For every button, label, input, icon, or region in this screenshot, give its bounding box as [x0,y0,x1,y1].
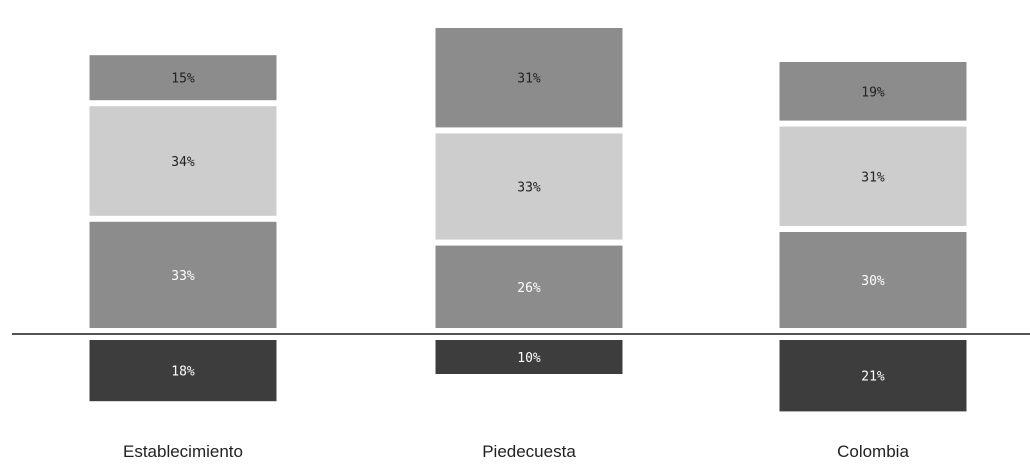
bar-segment [89,340,277,402]
bar-data-label: 30% [861,274,885,289]
bar-segment [89,221,277,328]
category-labels: Establecimiento Piedecuesta Colombia [123,442,909,461]
bar-data-label: 21% [861,370,885,385]
bar-segment [779,232,967,328]
bar-data-label: 34% [171,155,195,170]
category-label: Piedecuesta [482,442,576,461]
bar-segment [779,340,967,412]
bar-segment [89,106,277,216]
bars-layer: 18% 33% 34% 15% 10% 26% 33% 31% 21% 30% 31% 19% [89,28,967,412]
bar-segment [435,28,623,128]
bar-segment [779,126,967,226]
bar-data-label: 31% [861,170,885,185]
bar-data-label: 15% [171,72,195,87]
category-label: Colombia [837,442,909,461]
bar-data-label: 26% [517,281,541,296]
bar-data-label: 31% [517,72,541,87]
bar-segment [435,133,623,240]
bar-segment [435,340,623,374]
bar-data-label: 33% [171,269,195,284]
bar-data-label: 33% [517,181,541,196]
bar-data-label: 10% [517,351,541,366]
bar-data-label: 19% [861,85,885,100]
category-label: Establecimiento [123,442,243,461]
bar-segment [779,62,967,121]
bar-segment [89,55,277,101]
bar-segment [435,245,623,328]
bar-data-label: 18% [171,365,195,380]
